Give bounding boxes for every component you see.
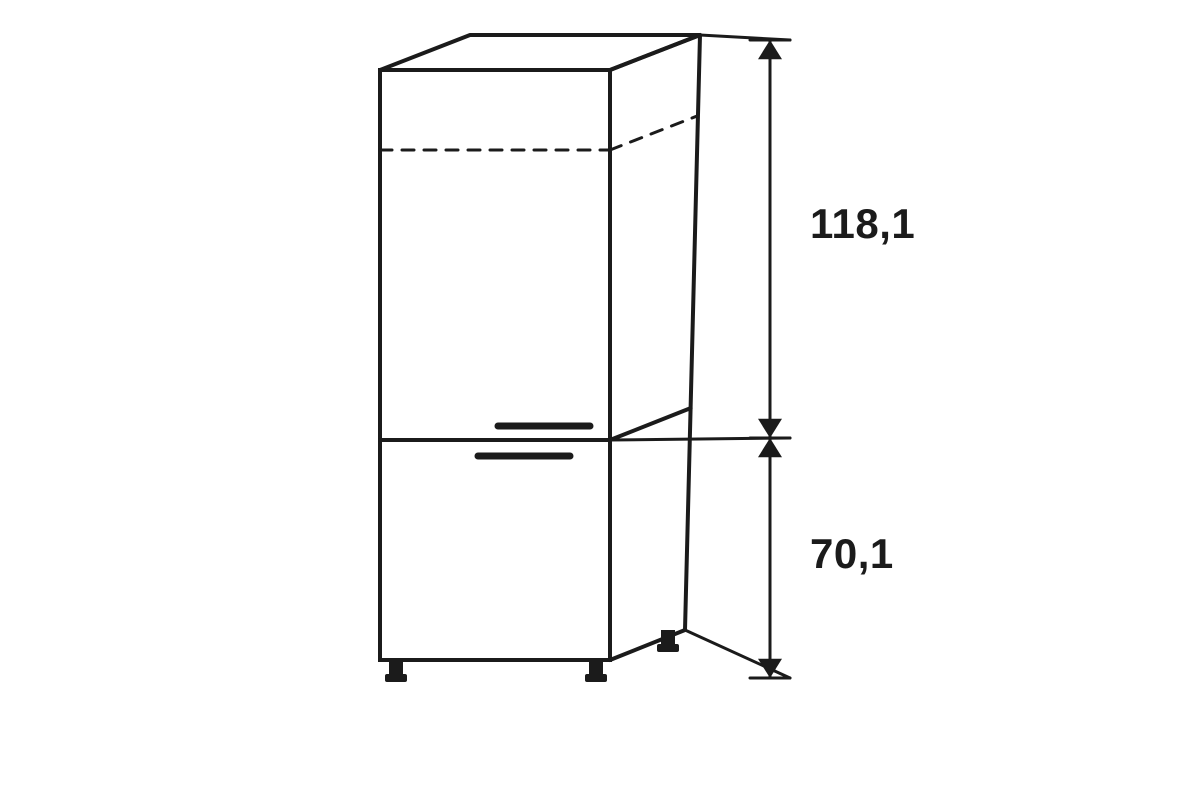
cabinet-front <box>380 70 610 660</box>
dimension-upper-label: 118,1 <box>810 200 915 248</box>
dimension-lower-label: 70,1 <box>810 530 894 578</box>
